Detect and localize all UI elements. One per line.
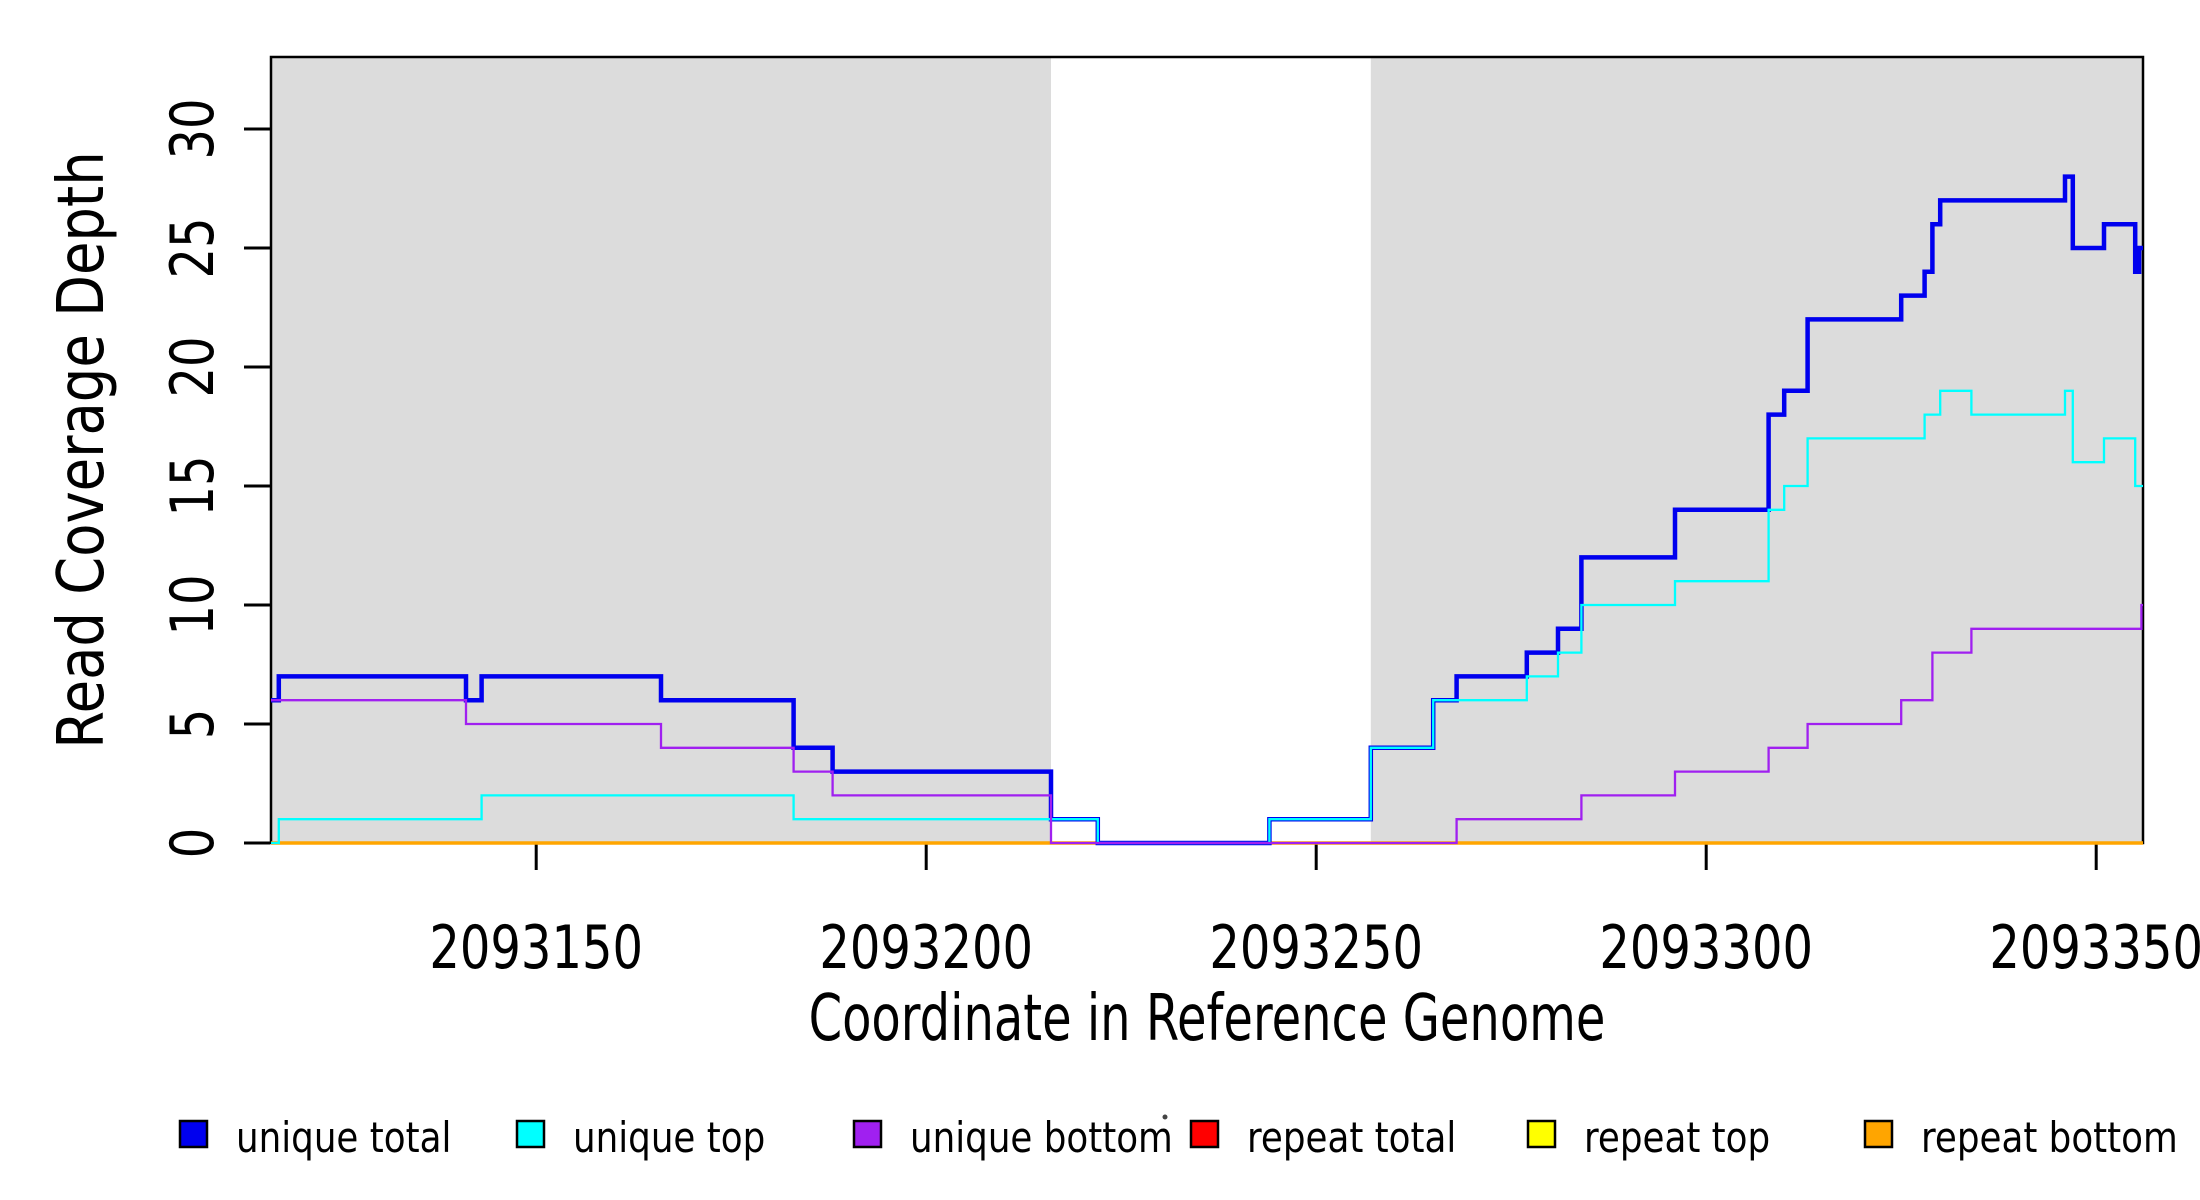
x-tick-label: 2093200 — [819, 913, 1033, 983]
series-line-unique-total — [271, 174, 2143, 846]
legend-label: unique bottom — [910, 1114, 1173, 1162]
legend-label: unique top — [573, 1114, 765, 1162]
x-tick-label: 2093150 — [429, 913, 643, 983]
x-tick-label: 2093350 — [1989, 913, 2200, 983]
series-layer — [271, 174, 2143, 846]
y-tick-label: 0 — [158, 828, 228, 859]
y-tick-label: 15 — [158, 455, 228, 516]
legend-item-unique-bottom: unique bottom — [852, 1114, 1173, 1163]
y-axis-title: Read Coverage Depth — [45, 151, 119, 748]
series-line-unique-bottom — [271, 603, 2143, 845]
legend-label: repeat bottom — [1921, 1114, 2178, 1162]
y-tick-label: 20 — [158, 336, 228, 397]
y-tick-label: 25 — [158, 217, 228, 278]
legend-swatch-repeat-top — [1526, 1119, 1557, 1149]
series-line-unique-top — [271, 389, 2143, 845]
x-tick-label: 2093300 — [1599, 913, 1813, 983]
legend-item-unique-total: unique total — [178, 1114, 451, 1163]
x-tick-label: 2093250 — [1209, 913, 1423, 983]
legend-swatch-unique-top — [515, 1119, 546, 1149]
y-tick-label: 30 — [158, 98, 228, 159]
legend-swatch-unique-bottom — [852, 1119, 883, 1149]
y-tick-label: 10 — [158, 574, 228, 635]
axes-layer: 2093150 2093200 2093250 2093300 2093350 0 5 10 1… — [158, 98, 2200, 982]
legend-item-repeat-top: repeat top — [1526, 1114, 1770, 1163]
legend-item-unique-top: unique top — [515, 1114, 765, 1163]
shaded-region — [271, 57, 1051, 843]
shaded-region — [1370, 57, 2143, 843]
legend-label: repeat total — [1247, 1114, 1456, 1162]
legend-label: repeat top — [1584, 1114, 1770, 1162]
legend-swatch-repeat-total — [1189, 1119, 1220, 1149]
legend-swatch-repeat-bottom — [1863, 1119, 1894, 1149]
legend-swatch-unique-total — [178, 1119, 209, 1149]
x-axis-title: Coordinate in Reference Genome — [809, 981, 1606, 1056]
y-tick-label: 5 — [158, 709, 228, 740]
legend-item-repeat-bottom: repeat bottom — [1863, 1114, 2178, 1163]
stray-dot-mark — [1162, 1114, 1168, 1120]
chart-legend: unique total unique top unique bottom repea… — [178, 1114, 2178, 1163]
legend-label: unique total — [236, 1114, 451, 1162]
legend-item-repeat-total: repeat total — [1189, 1114, 1456, 1163]
shaded-regions-layer — [271, 57, 2143, 843]
